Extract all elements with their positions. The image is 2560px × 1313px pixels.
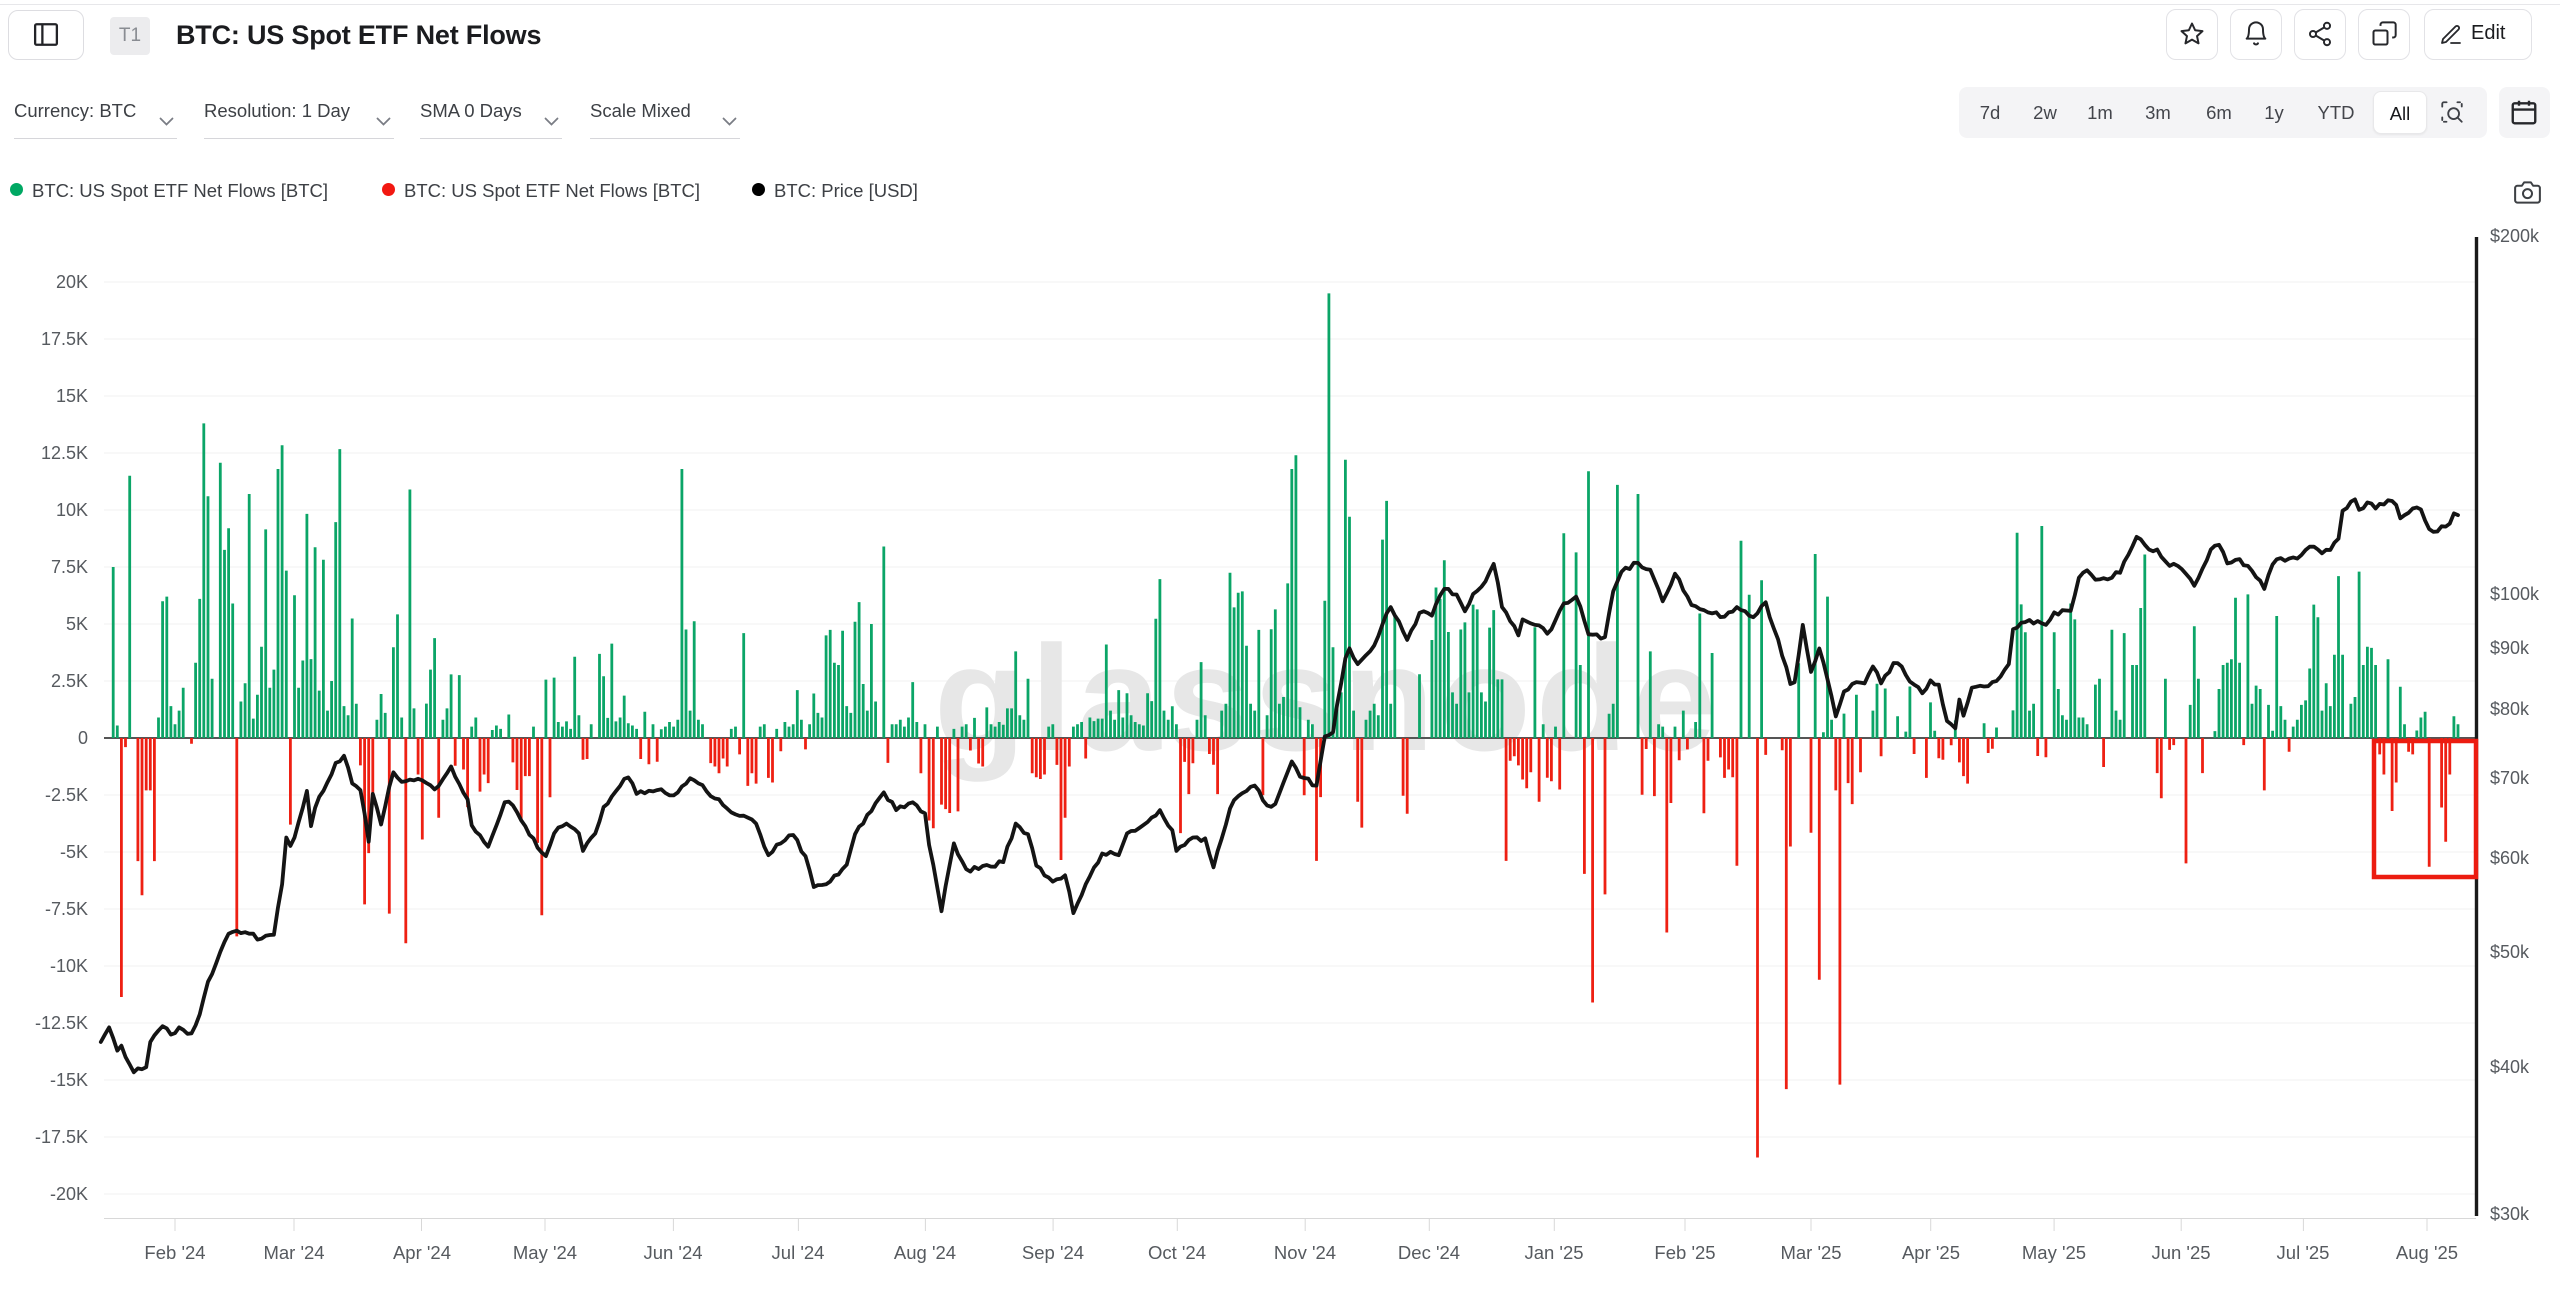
svg-text:Mar '24: Mar '24: [263, 1242, 324, 1263]
svg-text:Jul '24: Jul '24: [772, 1242, 825, 1263]
svg-text:15K: 15K: [56, 386, 88, 406]
svg-text:May '24: May '24: [513, 1242, 577, 1263]
svg-text:Sep '24: Sep '24: [1022, 1242, 1084, 1263]
svg-text:Apr '25: Apr '25: [1902, 1242, 1960, 1263]
svg-text:Nov '24: Nov '24: [1274, 1242, 1336, 1263]
svg-text:$100k: $100k: [2490, 584, 2540, 604]
svg-text:Jun '24: Jun '24: [643, 1242, 702, 1263]
svg-text:2.5K: 2.5K: [51, 671, 88, 691]
svg-text:-20K: -20K: [50, 1184, 88, 1204]
svg-text:-2.5K: -2.5K: [45, 785, 88, 805]
svg-text:Apr '24: Apr '24: [393, 1242, 451, 1263]
svg-text:Aug '24: Aug '24: [894, 1242, 956, 1263]
svg-text:Dec '24: Dec '24: [1398, 1242, 1460, 1263]
svg-text:-5K: -5K: [60, 842, 88, 862]
svg-text:$50k: $50k: [2490, 942, 2530, 962]
svg-text:$70k: $70k: [2490, 768, 2530, 788]
svg-text:May '25: May '25: [2022, 1242, 2086, 1263]
svg-text:Aug '25: Aug '25: [2396, 1242, 2458, 1263]
svg-text:Mar '25: Mar '25: [1780, 1242, 1841, 1263]
svg-text:12.5K: 12.5K: [41, 443, 88, 463]
svg-text:7.5K: 7.5K: [51, 557, 88, 577]
svg-text:-7.5K: -7.5K: [45, 899, 88, 919]
svg-text:Jul '25: Jul '25: [2277, 1242, 2330, 1263]
svg-text:$90k: $90k: [2490, 638, 2530, 658]
svg-text:$40k: $40k: [2490, 1057, 2530, 1077]
svg-text:$80k: $80k: [2490, 699, 2530, 719]
svg-text:5K: 5K: [66, 614, 88, 634]
svg-text:0: 0: [78, 728, 88, 748]
svg-text:10K: 10K: [56, 500, 88, 520]
svg-text:$30k: $30k: [2490, 1204, 2530, 1224]
svg-text:-15K: -15K: [50, 1070, 88, 1090]
svg-text:Feb '24: Feb '24: [144, 1242, 205, 1263]
svg-text:Jan '25: Jan '25: [1524, 1242, 1583, 1263]
svg-text:Jun '25: Jun '25: [2151, 1242, 2210, 1263]
svg-text:20K: 20K: [56, 272, 88, 292]
svg-text:Feb '25: Feb '25: [1654, 1242, 1715, 1263]
svg-text:$200k: $200k: [2490, 226, 2540, 246]
svg-text:-17.5K: -17.5K: [35, 1127, 88, 1147]
svg-text:Oct '24: Oct '24: [1148, 1242, 1206, 1263]
svg-text:-10K: -10K: [50, 956, 88, 976]
svg-text:17.5K: 17.5K: [41, 329, 88, 349]
svg-text:$60k: $60k: [2490, 848, 2530, 868]
svg-text:-12.5K: -12.5K: [35, 1013, 88, 1033]
